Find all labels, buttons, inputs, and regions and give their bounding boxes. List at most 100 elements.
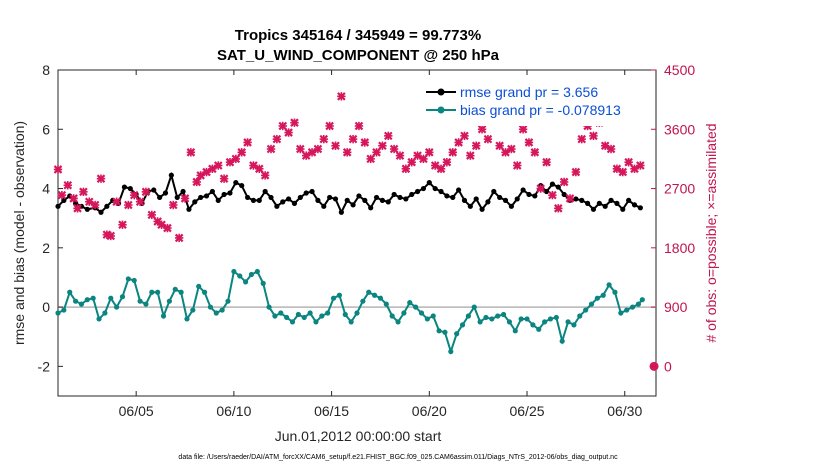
obs-assimilated-marker: [296, 144, 305, 154]
ticks-layer: -2 0 2 4 6 8 0 900 1800 2700 3600 4500 06/05 06/10 06/…: [38, 62, 696, 419]
obs-assimilated-marker: [454, 138, 463, 147]
legend-rmse-label: rmse grand pr = 3.656: [460, 84, 598, 100]
obs-assimilated-marker: [112, 197, 121, 206]
obs-assimilated-marker: [255, 164, 264, 174]
y-tick-left-label: 6: [42, 121, 50, 137]
bias-point: [500, 311, 507, 318]
obs-assimilated-marker: [401, 164, 411, 174]
rmse-point: [338, 209, 344, 215]
bias-point: [530, 322, 536, 328]
bias-point: [155, 289, 161, 295]
obs-assimilated-marker: [169, 200, 178, 210]
bias-point: [272, 313, 278, 319]
obs-assimilated-marker: [554, 204, 563, 213]
rmse-point: [385, 199, 391, 205]
obs-assimilated-marker: [237, 148, 246, 157]
obs-assimilated-marker: [342, 148, 352, 157]
rmse-point: [543, 188, 550, 195]
obs-assimilated-marker: [378, 141, 387, 151]
bias-point: [219, 307, 225, 313]
rmse-point: [473, 196, 479, 202]
y-tick-left-label: -2: [38, 358, 51, 374]
bias-point: [301, 314, 307, 321]
bias-point: [237, 273, 243, 279]
bias-point: [254, 268, 260, 275]
rmse-point: [379, 197, 386, 203]
obs-assimilated-marker: [366, 154, 375, 164]
bias-point: [495, 313, 501, 319]
obs-assimilated-marker: [407, 157, 416, 167]
rmse-point: [403, 196, 409, 202]
bias-point: [342, 311, 348, 318]
obs-assimilated-marker: [636, 161, 645, 170]
bias-point: [137, 298, 143, 304]
bias-point: [266, 304, 272, 310]
rmse-point: [168, 172, 174, 178]
chart-title-line2: SAT_U_WIND_COMPONENT @ 250 hPa: [217, 47, 500, 64]
obs-assimilated-marker: [53, 165, 63, 174]
rmse-point: [233, 180, 239, 186]
rmse-point: [614, 200, 620, 206]
y-tick-left-label: 0: [42, 299, 50, 315]
rmse-point: [637, 205, 643, 211]
bias-point: [459, 322, 466, 328]
obs-assimilated-marker: [331, 141, 340, 151]
bias-point: [542, 319, 548, 325]
obs-assimilated-marker: [577, 134, 587, 144]
y-tick-right-label: 4500: [664, 62, 695, 78]
rmse-point: [121, 184, 128, 190]
rmse-point: [192, 199, 198, 205]
rmse-point: [174, 194, 180, 201]
bias-point: [178, 289, 184, 295]
rmse-point: [438, 188, 444, 195]
bias-point: [371, 292, 378, 298]
obs-assimilated-marker: [348, 134, 358, 144]
bias-point: [571, 322, 577, 328]
rmse-point: [608, 197, 614, 203]
obs-assimilated-marker: [507, 144, 516, 154]
legend-rmse-marker: [437, 88, 445, 96]
bias-point: [84, 297, 90, 303]
rmse-point: [321, 203, 327, 209]
rmse-point: [221, 191, 227, 198]
bias-point: [471, 304, 477, 310]
bias-point: [354, 310, 360, 316]
bias-point: [213, 310, 219, 316]
rmse-point: [561, 191, 567, 198]
rmse-point: [590, 206, 597, 212]
obs-assimilated-marker: [460, 131, 469, 141]
obs-assimilated-marker: [524, 138, 534, 147]
rmse-point: [514, 196, 520, 202]
rmse-point: [450, 194, 456, 201]
bias-point: [336, 292, 343, 298]
obs-assimilated-marker: [518, 124, 528, 134]
bias-point: [465, 313, 471, 319]
rmse-point: [579, 197, 585, 203]
rmse-point: [104, 203, 110, 209]
rmse-point: [309, 188, 315, 195]
obs-assimilated-marker: [73, 204, 82, 213]
rmse-point: [350, 202, 356, 208]
bias-point: [243, 279, 249, 285]
x-axis-label: Jun.01,2012 00:00:00 start: [275, 428, 442, 444]
bias-point: [424, 316, 430, 322]
bias-point: [119, 294, 126, 300]
bias-point: [207, 304, 214, 310]
rmse-point: [620, 206, 626, 212]
obs-assimilated-marker: [284, 128, 293, 137]
obs-assimilated-marker: [624, 157, 633, 167]
obs-assimilated-marker: [260, 171, 270, 180]
rmse-point: [239, 182, 245, 189]
rmse-point: [203, 193, 210, 199]
bias-point: [160, 313, 167, 319]
obs-assimilated-marker: [141, 187, 151, 197]
obs-assimilated-marker: [63, 180, 73, 190]
obs-assimilated-marker: [272, 134, 282, 144]
obs-assimilated-marker: [354, 121, 364, 131]
bias-point: [483, 314, 489, 321]
obs-assimilated-marker: [69, 194, 78, 203]
rmse-point: [502, 197, 509, 203]
bias-point: [600, 292, 606, 298]
rmse-point: [209, 188, 215, 195]
bias-point: [67, 289, 73, 295]
